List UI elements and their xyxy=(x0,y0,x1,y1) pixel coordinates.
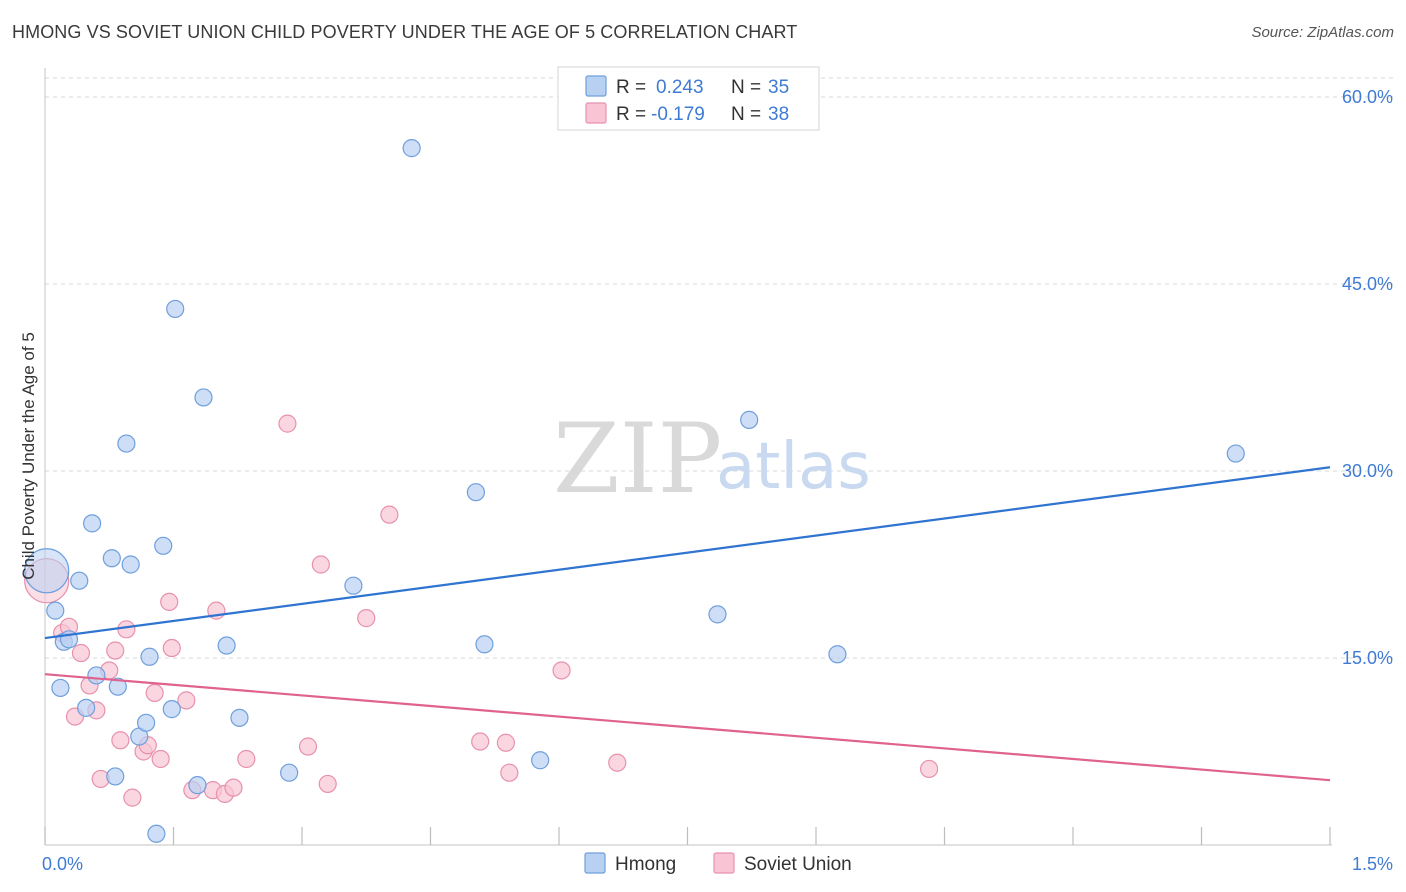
hmong-point xyxy=(121,555,140,574)
legend-soviet-swatch xyxy=(585,102,607,124)
soviet-point xyxy=(123,788,142,807)
hmong-point xyxy=(46,601,65,620)
source-credit: Source: ZipAtlas.com xyxy=(1251,24,1394,41)
hmong-point xyxy=(83,514,102,533)
soviet-point xyxy=(160,592,179,612)
soviet-point xyxy=(311,555,330,574)
soviet-point xyxy=(496,733,515,752)
hmong-point xyxy=(140,647,159,666)
legend-hmong-n-value: 35 xyxy=(768,77,789,98)
hmong-point xyxy=(708,605,727,624)
legend-series: Hmong Soviet Union xyxy=(584,852,852,875)
hmong-point xyxy=(117,434,136,453)
x-tick-label: 1.5% xyxy=(1352,854,1393,874)
hmong-point xyxy=(280,763,299,782)
hmong-trend-line xyxy=(44,466,1331,640)
x-tick-labels: 0.0% 1.5% xyxy=(42,854,1393,874)
legend-soviet-n-value: 38 xyxy=(768,104,789,125)
hmong-point xyxy=(475,635,494,654)
y-tick-label: 30.0% xyxy=(1342,461,1393,481)
hmong-points xyxy=(24,139,1245,843)
legend-bottom-soviet-label: Soviet Union xyxy=(744,854,852,875)
soviet-point xyxy=(298,737,318,756)
legend-stats: R = 0.243 N = 35 R = -0.179 N = 38 xyxy=(557,66,820,131)
soviet-point xyxy=(919,759,939,779)
legend-bottom-hmong-label: Hmong xyxy=(615,854,676,875)
legend-soviet-n-label: N = xyxy=(731,104,761,125)
hmong-point xyxy=(102,549,121,568)
legend-hmong-r-value: 0.243 xyxy=(656,77,704,98)
soviet-point xyxy=(71,643,91,663)
hmong-point xyxy=(154,536,173,555)
soviet-point xyxy=(111,731,130,750)
hmong-point xyxy=(87,666,106,685)
hmong-point xyxy=(108,677,127,696)
soviet-point xyxy=(608,753,627,772)
hmong-point xyxy=(70,571,89,590)
soviet-point xyxy=(106,641,125,660)
soviet-point xyxy=(380,505,399,524)
hmong-point xyxy=(188,776,207,795)
hmong-point xyxy=(162,700,181,719)
hmong-point xyxy=(740,410,759,429)
soviet-point xyxy=(237,749,256,769)
soviet-point xyxy=(552,661,571,680)
soviet-point xyxy=(471,732,490,751)
axes xyxy=(44,68,1332,846)
watermark-zip: ZIP xyxy=(553,403,722,515)
chart-title: HMONG VS SOVIET UNION CHILD POVERTY UNDE… xyxy=(12,22,798,42)
soviet-point xyxy=(224,778,243,797)
legend-hmong-r-label: R = xyxy=(616,77,646,98)
y-tick-labels: 15.0% 30.0% 45.0% 60.0% xyxy=(1342,87,1393,668)
hmong-point xyxy=(402,139,421,158)
soviet-point xyxy=(117,620,136,639)
hmong-point xyxy=(136,713,156,732)
soviet-point xyxy=(145,683,164,703)
hmong-point xyxy=(106,767,125,786)
hmong-point xyxy=(531,751,550,770)
hmong-point xyxy=(24,548,70,594)
y-tick-label: 60.0% xyxy=(1342,87,1393,107)
hmong-point xyxy=(194,388,213,407)
trend-lines xyxy=(44,466,1331,782)
soviet-point xyxy=(278,414,297,433)
soviet-point xyxy=(162,638,181,658)
legend-soviet-r-label: R = xyxy=(616,104,646,125)
legend-bottom-soviet-swatch xyxy=(713,852,735,874)
hmong-point xyxy=(147,824,166,843)
hmong-point xyxy=(466,483,486,502)
soviet-point xyxy=(151,749,170,769)
x-tick-label: 0.0% xyxy=(42,854,83,874)
hmong-point xyxy=(51,678,70,698)
hmong-point xyxy=(166,299,185,319)
soviet-point xyxy=(500,763,519,782)
soviet-trend-line xyxy=(44,673,1331,782)
hmong-point xyxy=(344,576,363,595)
legend-hmong-swatch xyxy=(585,75,607,97)
hmong-point xyxy=(1226,444,1245,463)
hmong-point xyxy=(217,636,236,655)
legend-soviet-r-value: -0.179 xyxy=(651,104,705,125)
grid-lines xyxy=(45,77,1395,659)
y-tick-label: 45.0% xyxy=(1342,274,1393,294)
hmong-point xyxy=(230,708,249,727)
soviet-point xyxy=(177,691,196,710)
y-tick-label: 15.0% xyxy=(1342,648,1393,668)
watermark: ZIP atlas xyxy=(553,403,871,515)
hmong-point xyxy=(828,645,847,664)
legend-bottom-hmong-swatch xyxy=(584,852,606,874)
soviet-point xyxy=(318,774,337,794)
watermark-atlas: atlas xyxy=(716,430,871,504)
legend-hmong-n-label: N = xyxy=(731,77,761,98)
soviet-point xyxy=(357,609,376,628)
hmong-point xyxy=(77,698,96,717)
y-axis-label: Child Poverty Under the Age of 5 xyxy=(19,332,38,580)
